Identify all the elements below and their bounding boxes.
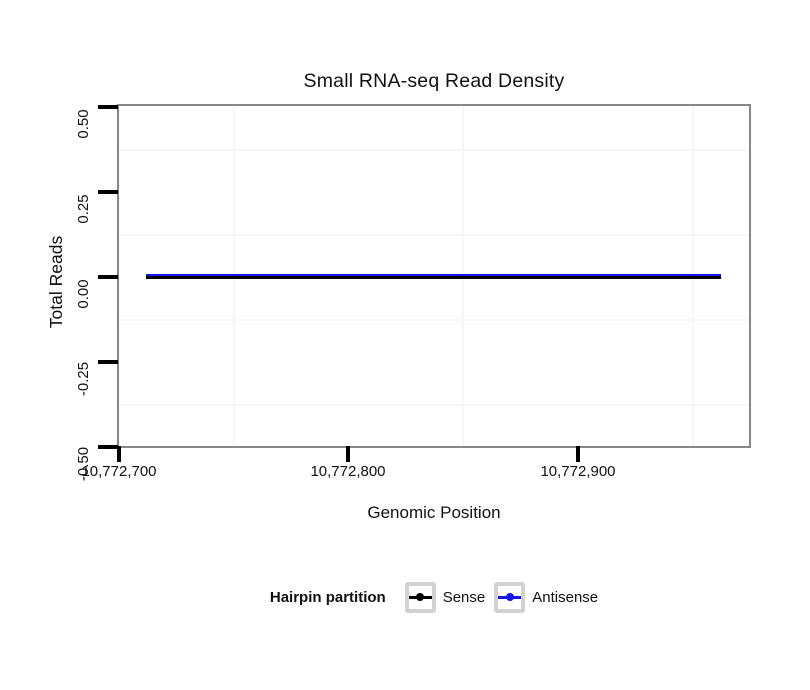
x-tick-label: 10,772,800	[310, 463, 386, 480]
y-axis-title: Total Reads	[46, 235, 66, 329]
x-axis-title: Genomic Position	[367, 503, 501, 522]
legend-label-antisense: Antisense	[532, 588, 599, 606]
y-tick-label: 0.50	[75, 109, 92, 139]
y-tick	[98, 190, 118, 194]
legend-label-sense: Sense	[442, 588, 486, 606]
plot-area	[117, 104, 751, 448]
legend-key-antisense-icon	[494, 581, 526, 613]
minor-gridline-y	[119, 318, 749, 321]
minor-gridline-y	[119, 233, 749, 236]
minor-gridline-y	[119, 403, 749, 406]
y-tick	[98, 275, 118, 279]
y-tick-label: 0.25	[75, 194, 92, 224]
legend-item-sense: Sense	[404, 581, 486, 613]
series-line-antisense	[146, 274, 721, 277]
chart-title: Small RNA-seq Read Density	[303, 70, 565, 92]
y-tick-label: -0.25	[75, 361, 92, 397]
sense-dot-glyph	[416, 593, 425, 601]
x-tick-label: 10,772,700	[81, 463, 157, 480]
antisense-dot-glyph	[505, 593, 514, 601]
series-line-sense	[146, 276, 721, 279]
y-tick	[98, 360, 118, 364]
legend-item-antisense: Antisense	[494, 581, 599, 613]
y-tick-label: -0.50	[75, 446, 92, 482]
x-tick	[117, 446, 121, 462]
y-tick	[98, 105, 118, 109]
minor-gridline-y	[119, 148, 749, 151]
x-tick-label: 10,772,900	[540, 463, 616, 480]
legend: Hairpin partition Sense Antisense	[117, 579, 751, 615]
y-tick-label: 0.00	[75, 279, 92, 309]
legend-title: Hairpin partition	[269, 588, 386, 606]
x-tick	[576, 446, 580, 462]
x-tick	[346, 446, 350, 462]
legend-key-sense-icon	[404, 581, 436, 613]
y-tick	[98, 445, 118, 449]
